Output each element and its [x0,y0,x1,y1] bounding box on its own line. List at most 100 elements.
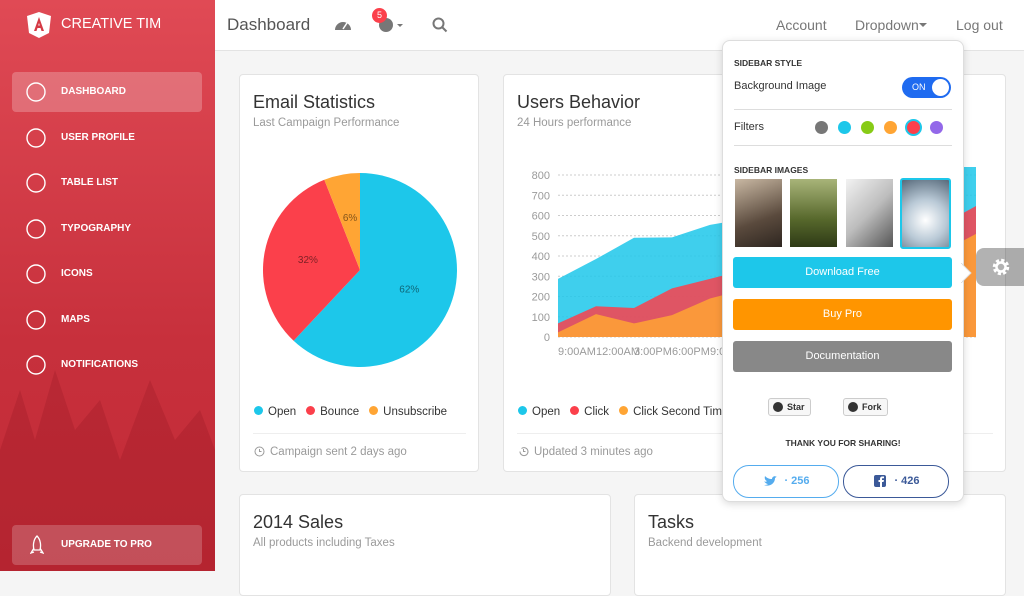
email-card: Email Statistics Last Campaign Performan… [239,74,479,472]
nav-item[interactable]: ICONS [12,254,202,294]
pie-slice [293,173,457,367]
nav-label: DASHBOARD [61,86,126,97]
divider [253,433,466,434]
github-star[interactable]: Star [768,398,811,416]
dashboard-icon[interactable] [333,16,353,34]
filter-dot-active[interactable] [905,119,922,136]
brand: CREATIVE TIM [61,16,162,32]
sales-card: 2014 Sales All products including Taxes [239,494,611,596]
nav-icon [26,264,46,284]
settings-toggle[interactable] [976,248,1024,286]
y-tick-label: 600 [532,211,550,223]
filter-dot[interactable] [930,121,943,134]
legend-item: Click Second Time [619,406,728,418]
docs-button[interactable]: Documentation [733,341,952,372]
buy-button[interactable]: Buy Pro [733,299,952,330]
card-subtitle: 24 Hours performance [517,117,632,129]
toggle-label: ON [912,82,926,92]
navbar-title[interactable]: Dashboard [227,15,311,34]
github-fork[interactable]: Fork [843,398,888,416]
nav-item[interactable]: TYPOGRAPHY [12,209,202,249]
legend-item: Bounce [306,406,359,418]
search-icon[interactable] [432,17,448,33]
nav-item[interactable]: USER PROFILE [12,118,202,158]
slice-label: 6% [343,213,358,224]
y-tick-label: 0 [544,332,550,344]
option-label: Filters [734,121,764,133]
notification-badge: 5 [372,8,387,23]
x-tick-label: 9:00AM [558,346,596,358]
nav-label: TABLE LIST [61,177,119,188]
gear-icon [992,258,1010,276]
filter-dot[interactable] [884,121,897,134]
x-tick-label: 3:00PM [634,346,672,358]
y-tick-label: 400 [532,251,550,263]
card-title: Users Behavior [517,92,641,112]
toggle-switch[interactable]: ON [902,77,951,98]
legend-label: Unsubscribe [383,406,448,418]
toggle-knob [932,79,949,96]
nav-icon-shape [26,82,46,102]
nav-icon [26,173,46,193]
settings-panel: SIDEBAR STYLE Background Image ON Filter… [722,40,972,502]
history-icon [519,447,529,457]
option-label: Background Image [734,80,827,92]
legend-swatch [254,406,263,415]
legend-item: Open [254,406,296,418]
legend-swatch [619,406,629,415]
legend: Open Click Click Second Time [518,406,728,418]
legend-swatch [306,406,316,415]
nav-item[interactable]: TABLE LIST [12,163,202,203]
pie-slice [324,173,360,270]
nav-label: TYPOGRAPHY [61,222,132,234]
nav-icon [26,127,46,148]
download-button[interactable]: Download Free [733,257,952,288]
sidebar-image-active[interactable] [900,178,951,249]
card-subtitle: All products including Taxes [253,537,395,549]
thanks-text: THANK YOU FOR SHARING! [785,438,901,448]
legend-swatch [570,406,580,415]
card-title: Tasks [648,512,695,532]
section-heading: SIDEBAR STYLE [734,58,803,68]
forest-background [0,370,215,571]
pie-slice [263,179,360,341]
sidebar-image[interactable] [735,179,782,247]
dropdown-link[interactable]: Dropdown [855,17,919,33]
y-tick-label: 100 [532,312,550,324]
filter-dot[interactable] [815,121,828,134]
clock-icon [254,446,265,457]
twitter-share[interactable]: · 256 [733,465,839,498]
account-link[interactable]: Account [776,17,827,33]
facebook-share[interactable]: · 426 [843,465,949,498]
filter-dot[interactable] [861,121,874,134]
sidebar-image[interactable] [846,179,893,247]
nav-item[interactable]: DASHBOARD [12,72,202,112]
legend-label: Click [584,406,610,418]
nav-icon [26,355,46,375]
upgrade-button[interactable]: UPGRADE TO PRO [12,525,202,565]
slice-label: 32% [298,255,318,266]
card-subtitle: Backend development [648,537,762,549]
legend-label: Click Second Time [633,406,729,418]
card-footer: Updated 3 minutes ago [534,446,653,458]
nav-icon [26,309,46,330]
nav-icon [26,218,46,239]
y-tick-label: 700 [532,190,550,202]
card-title: Email Statistics [253,92,376,112]
github-icon [773,402,783,412]
nav-item[interactable]: NOTIFICATIONS [12,345,202,385]
y-tick-label: 800 [532,170,550,182]
card-footer: Campaign sent 2 days ago [270,446,407,458]
legend-swatch [369,406,379,415]
logout-link[interactable]: Log out [956,17,1003,33]
facebook-icon [874,475,886,487]
tasks-card: Tasks Backend development [634,494,1006,596]
nav-item[interactable]: MAPS [12,300,202,340]
sidebar-image[interactable] [790,179,837,247]
nav-icon-shape [26,173,46,193]
rocket-icon [30,535,44,555]
filter-dot[interactable] [838,121,851,134]
card-title: 2014 Sales [253,512,344,532]
y-tick-label: 500 [532,231,550,243]
